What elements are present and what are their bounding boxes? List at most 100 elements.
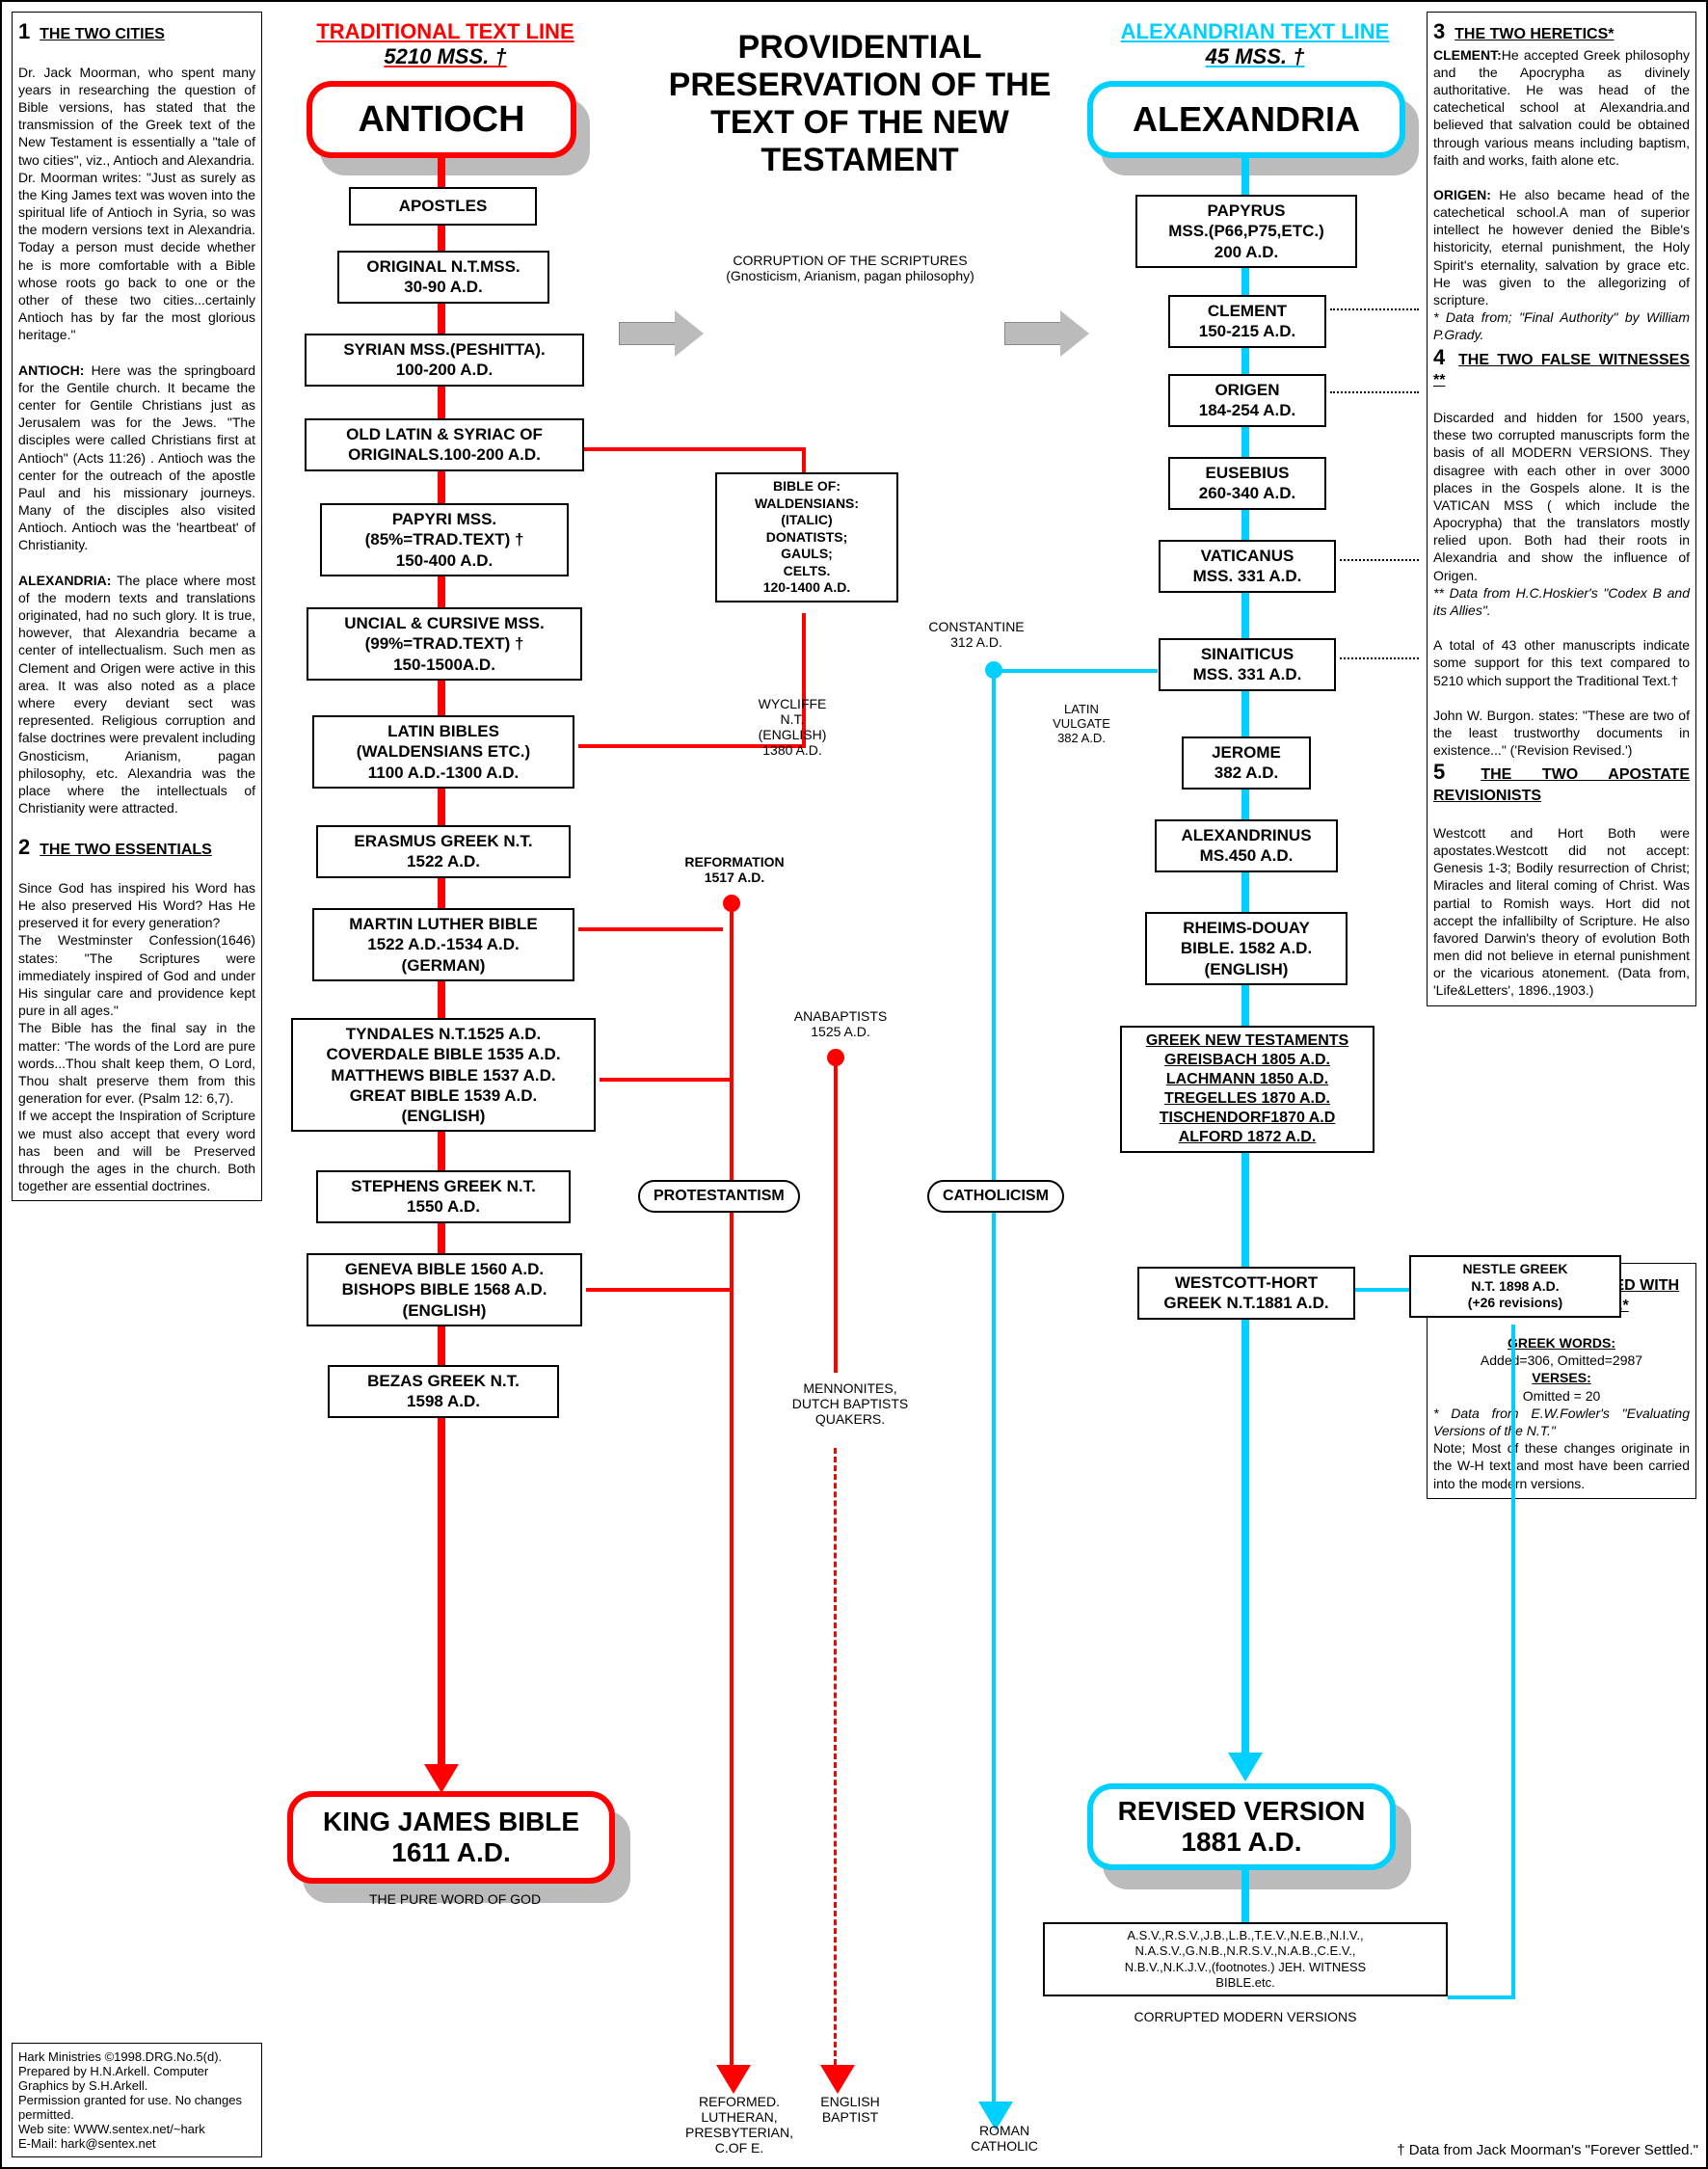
- node-papyri: PAPYRI MSS.(85%=TRAD.TEXT) †150-400 A.D.: [320, 503, 569, 576]
- right-col-header: ALEXANDRIAN TEXT LINE 45 MSS. †: [1091, 19, 1419, 69]
- node-luther: MARTIN LUTHER BIBLE1522 A.D.-1534 A.D.(G…: [312, 908, 574, 981]
- cyan-to-nestle: [1355, 1288, 1409, 1292]
- alexandria-node: ALEXANDRIA: [1087, 81, 1405, 158]
- dotted-sinaiticus: [1340, 657, 1419, 659]
- label-reformed: REFORMED.LUTHERAN,PRESBYTERIAN,C.OF E.: [667, 2094, 812, 2156]
- left-header-l2: 5210 MSS. †: [291, 44, 600, 69]
- section-5-num: 5: [1433, 760, 1445, 784]
- latin-vulgate-label: LATINVULGATE382 A.D.: [1024, 702, 1139, 745]
- origen-t: He also became head of the catechetical …: [1433, 187, 1690, 308]
- main-title: PROVIDENTIAL PRESERVATION OF THE TEXT OF…: [638, 29, 1081, 179]
- footer-credits: Hark Ministries ©1998.DRG.No.5(d). Prepa…: [12, 2043, 262, 2157]
- wycliffe-label: WYCLIFFEN.T.(ENGLISH)1380 A.D.: [725, 696, 860, 758]
- dotted-origen: [1330, 391, 1419, 393]
- s2-p4: If we accept the Inspiration of Scriptur…: [18, 1107, 255, 1194]
- node-original-mss: ORIGINAL N.T.MSS.30-90 A.D.: [337, 251, 549, 304]
- corruption-label: CORRUPTION OF THE SCRIPTURES(Gnosticism,…: [657, 253, 1043, 283]
- node-greek-nts: GREEK NEW TESTAMENTSGREISBACH 1805 A.D.L…: [1120, 1026, 1374, 1153]
- red-geneva-to-ref: [586, 1288, 731, 1292]
- section-2-num: 2: [18, 835, 30, 859]
- grey-arrow-2: [1004, 310, 1101, 357]
- node-sinaiticus: SINAITICUSMSS. 331 A.D.: [1159, 638, 1336, 691]
- red-ref-arrow: [716, 2065, 751, 2094]
- kjv-l1: KING JAMES BIBLE: [323, 1807, 579, 1837]
- node-nestle: NESTLE GREEKN.T. 1898 A.D.(+26 revisions…: [1409, 1255, 1621, 1318]
- footer-l2: Prepared by H.N.Arkell. Computer Graphic…: [18, 2064, 255, 2093]
- node-geneva: GENEVA BIBLE 1560 A.D.BISHOPS BIBLE 1568…: [307, 1253, 582, 1326]
- cyan-arrow-into-rv: [1228, 1753, 1263, 1781]
- s4-p1: Discarded and hidden for 1500 years, the…: [1433, 409, 1690, 584]
- node-origen: ORIGEN184-254 A.D.: [1168, 374, 1326, 427]
- page-root: 1 THE TWO CITIES Dr. Jack Moorman, who s…: [0, 0, 1708, 2169]
- s6-note: Note; Most of these changes originate in…: [1433, 1439, 1690, 1492]
- s3-src: * Data from; "Final Authority" by Willia…: [1433, 309, 1690, 342]
- footer-l5: E-Mail: hark@sentex.net: [18, 2136, 255, 2151]
- section-5-title: THE TWO APOSTATE REVISIONISTS: [1433, 766, 1690, 804]
- dotted-clement: [1330, 308, 1419, 310]
- section-1-title: THE TWO CITIES: [40, 26, 165, 42]
- s2-p1: Since God has inspired his Word has He a…: [18, 879, 255, 932]
- clement-h: CLEMENT:: [1433, 47, 1502, 63]
- red-reformation-line: [730, 910, 734, 2067]
- cyan-rv-to-modern: [1241, 1870, 1249, 1922]
- alex-h: ALEXANDRIA:: [18, 573, 111, 588]
- red-arrow-into-kjv: [424, 1764, 459, 1793]
- node-latin-bibles: LATIN BIBLES(WALDENSIANS ETC.)1100 A.D.-…: [312, 715, 574, 789]
- constantine-label: CONSTANTINE312 A.D.: [914, 619, 1039, 650]
- footnote: † Data from Jack Moorman's "Forever Sett…: [1159, 2142, 1698, 2158]
- s6-greek: GREEK WORDS:: [1508, 1335, 1615, 1351]
- dashed-arrow: [820, 2065, 855, 2094]
- dashed-red-line: [834, 1448, 837, 2065]
- section-3-title: THE TWO HERETICS*: [1454, 26, 1614, 42]
- red-to-bibleof-v: [802, 447, 806, 472]
- footer-l1: Hark Ministries ©1998.DRG.No.5(d).: [18, 2049, 255, 2064]
- node-bible-of: BIBLE OF:WALDENSIANS:(ITALIC)DONATISTS;G…: [715, 472, 898, 602]
- node-eusebius: EUSEBIUS260-340 A.D.: [1168, 457, 1326, 510]
- node-erasmus: ERASMUS GREEK N.T.1522 A.D.: [316, 825, 571, 878]
- node-rheims: RHEIMS-DOUAYBIBLE. 1582 A.D.(ENGLISH): [1145, 912, 1348, 985]
- red-tyndale-to-ref: [600, 1078, 733, 1082]
- red-luther-to-ref: [578, 927, 723, 931]
- kjv-l2: 1611 A.D.: [391, 1837, 510, 1868]
- node-westcott-hort: WESTCOTT-HORTGREEK N.T.1881 A.D.: [1137, 1267, 1355, 1320]
- footer-l4: Web site: WWW.sentex.net/~hark: [18, 2122, 255, 2136]
- left-header-l1: TRADITIONAL TEXT LINE: [316, 19, 574, 43]
- s2-p3: The Bible has the final say in the matte…: [18, 1019, 255, 1107]
- cyan-const-h: [996, 669, 1158, 673]
- section-4-title: THE TWO FALSE WITNESSES **: [1433, 352, 1690, 389]
- footer-l3: Permission granted for use. No changes p…: [18, 2093, 255, 2122]
- node-apostles: APOSTLES: [349, 187, 537, 226]
- s6-verses-v: Omitted = 20: [1433, 1387, 1690, 1405]
- section-3-num: 3: [1433, 19, 1445, 43]
- s1-p1: Dr. Jack Moorman, who spent many years i…: [18, 64, 255, 169]
- node-bezas: BEZAS GREEK N.T.1598 A.D.: [328, 1365, 559, 1418]
- red-anabapt-line: [834, 1064, 838, 1373]
- section-4-num: 4: [1433, 345, 1445, 369]
- s6-verses: VERSES:: [1532, 1370, 1590, 1385]
- left-sidebar: 1 THE TWO CITIES Dr. Jack Moorman, who s…: [12, 12, 262, 1201]
- origen-h: ORIGEN:: [1433, 187, 1491, 202]
- antioch-h: ANTIOCH:: [18, 362, 84, 378]
- node-stephens: STEPHENS GREEK N.T.1550 A.D.: [316, 1170, 571, 1223]
- label-roman: ROMANCATHOLIC: [947, 2123, 1062, 2154]
- s6-src: * Data from E.W.Fowler's "Evaluating Ver…: [1433, 1406, 1690, 1438]
- node-uncial: UNCIAL & CURSIVE MSS.(99%=TRAD.TEXT) †15…: [307, 607, 582, 681]
- antioch-node: ANTIOCH: [307, 81, 576, 158]
- node-papyrus: PAPYRUSMSS.(P66,P75,ETC.)200 A.D.: [1135, 195, 1357, 268]
- label-baptist: ENGLISHBAPTIST: [792, 2094, 908, 2125]
- section-2-title: THE TWO ESSENTIALS: [40, 842, 212, 858]
- antioch-t: Here was the springboard for the Gentile…: [18, 362, 255, 553]
- corrupt-caption: CORRUPTED MODERN VERSIONS: [1091, 2009, 1400, 2024]
- alexandria-label: ALEXANDRIA: [1133, 99, 1360, 140]
- node-modern-versions: A.S.V.,R.S.V.,J.B.,L.B.,T.E.V.,N.E.B.,N.…: [1043, 1922, 1448, 1996]
- reformation-label: REFORMATION1517 A.D.: [657, 854, 812, 885]
- s4-src: ** Data from H.C.Hoskier's "Codex B and …: [1433, 585, 1690, 618]
- antioch-label: ANTIOCH: [358, 99, 524, 141]
- grey-arrow-1: [619, 310, 715, 357]
- cyan-nestle-h: [1448, 1995, 1515, 1999]
- s2-p2: The Westminster Confession(1646) states:…: [18, 931, 255, 1019]
- node-tyndale: TYNDALES N.T.1525 A.D.COVERDALE BIBLE 15…: [291, 1018, 596, 1132]
- node-syrian: SYRIAN MSS.(PESHITTA).100-200 A.D.: [305, 334, 584, 387]
- s5-p1: Westcott and Hort Both were apostates.We…: [1433, 824, 1690, 1000]
- catholicism-pill: CATHOLICISM: [927, 1180, 1064, 1213]
